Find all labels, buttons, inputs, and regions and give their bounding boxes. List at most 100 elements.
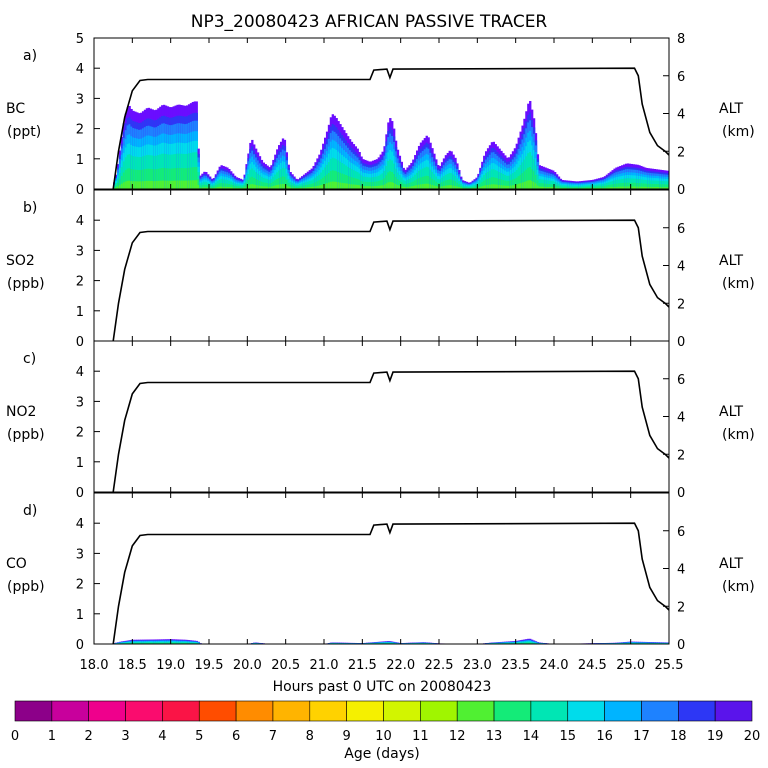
tracer-bar <box>161 642 164 644</box>
tracer-bar <box>197 178 200 189</box>
tracer-bar <box>117 182 120 189</box>
tracer-bar <box>149 180 152 189</box>
y-tick-label: 1 <box>76 305 84 320</box>
tracer-bar <box>414 180 417 189</box>
tracer-bar <box>661 187 664 189</box>
tracer-bar <box>500 179 503 189</box>
tracer-bar <box>624 182 628 189</box>
tracer-bar <box>126 168 129 189</box>
y-tick-label: 4 <box>76 517 84 532</box>
tracer-bar <box>467 187 471 189</box>
tracer-bar <box>661 184 664 189</box>
tracer-bar <box>506 185 509 189</box>
tracer-bar <box>540 186 543 189</box>
tracer-bar <box>523 181 526 189</box>
tracer-bar <box>508 181 511 189</box>
tracer-bar <box>465 187 469 189</box>
tracer-bar <box>515 184 518 189</box>
tracer-bar <box>260 186 264 189</box>
tracer-bar <box>249 184 252 189</box>
colorbar-tick-label: 15 <box>559 729 576 744</box>
tracer-bar <box>532 181 536 189</box>
colorbar-swatch <box>530 700 569 722</box>
tracer-bar <box>425 183 428 189</box>
tracer-bar <box>178 167 181 189</box>
tracer-bar <box>634 186 637 189</box>
alt-tick-label: 4 <box>677 411 685 426</box>
panel-frame <box>93 189 670 342</box>
tracer-bar <box>210 186 214 189</box>
tracer-bar <box>233 187 237 189</box>
tracer-bar <box>145 168 149 189</box>
tracer-bar <box>136 642 139 644</box>
tracer-bar <box>366 181 369 189</box>
tracer-bar <box>256 185 260 189</box>
tracer-bar <box>255 184 258 189</box>
tracer-bar <box>226 186 229 189</box>
tracer-bar <box>266 186 269 189</box>
tracer-bar <box>184 180 187 189</box>
alt-units: (km) <box>722 579 755 595</box>
tracer-bar <box>419 177 423 189</box>
tracer-bar <box>197 184 200 189</box>
tracer-bar <box>285 185 288 189</box>
tracer-bar <box>335 181 338 189</box>
tracer-bar <box>460 187 463 189</box>
tracer-bar <box>147 642 150 644</box>
tracer-bar <box>630 182 633 189</box>
tracer-bar <box>615 186 618 189</box>
colorbar-swatch <box>272 700 311 722</box>
tracer-bar <box>115 187 118 189</box>
alt-tick-label: 2 <box>677 448 685 463</box>
tracer-bar <box>621 183 624 189</box>
tracer-bar <box>163 642 166 644</box>
tracer-bar <box>651 186 655 189</box>
alt-tick-label: 8 <box>677 32 685 47</box>
altitude-line <box>112 370 670 493</box>
tracer-bar <box>433 180 436 189</box>
tracer-bar <box>598 186 601 189</box>
tracer-bar <box>278 184 281 189</box>
colorbar-label: Age (days) <box>344 746 420 762</box>
tracer-bar <box>239 187 242 189</box>
tracer-bar <box>603 187 607 189</box>
tracer-bar <box>412 181 415 189</box>
colorbar-tick-label: 5 <box>195 729 203 744</box>
tracer-bar <box>157 180 160 189</box>
tracer-bar <box>381 185 384 189</box>
tracer-bar <box>122 172 126 189</box>
tracer-bar <box>519 174 522 189</box>
tracer-bar <box>452 185 455 189</box>
tracer-bar <box>665 187 668 189</box>
colorbar-tick-label: 12 <box>449 729 466 744</box>
tracer-bar <box>603 185 607 189</box>
x-tick-labels: 18.0 18.5 19.0 19.5 20.0 20.5 21.0 21.5 22.0 22.5… <box>80 658 684 673</box>
tracer-bar <box>634 182 637 189</box>
tracer-bar <box>592 186 595 189</box>
tracer-bar <box>130 642 133 644</box>
tracer-bar <box>341 173 344 189</box>
tracer-bar <box>149 642 152 644</box>
tracer-bar <box>617 183 620 189</box>
colorbar-swatch <box>420 700 458 722</box>
tracer-bar <box>450 179 453 189</box>
tracer-bar <box>166 180 170 189</box>
tracer-bar <box>258 185 262 189</box>
tracer-bar <box>164 180 168 189</box>
tracer-bar <box>626 186 630 189</box>
tracer-bar <box>391 172 394 189</box>
tracer-bar <box>573 187 576 189</box>
alt-units: (km) <box>722 276 755 292</box>
tracer-bar <box>145 180 149 189</box>
tracer-bar <box>667 184 670 189</box>
tracer-bar <box>404 187 407 189</box>
colorbar-tick-label: 4 <box>158 729 166 744</box>
tracer-bar <box>193 180 196 189</box>
tracer-bar <box>297 186 300 189</box>
colorbar-tick-label: 13 <box>486 729 503 744</box>
tracer-bar <box>370 186 373 189</box>
colorbar-tick-label: 16 <box>596 729 613 744</box>
tracer-bar <box>232 187 235 189</box>
tracer-bar <box>649 186 653 189</box>
tracer-bar <box>316 185 319 189</box>
